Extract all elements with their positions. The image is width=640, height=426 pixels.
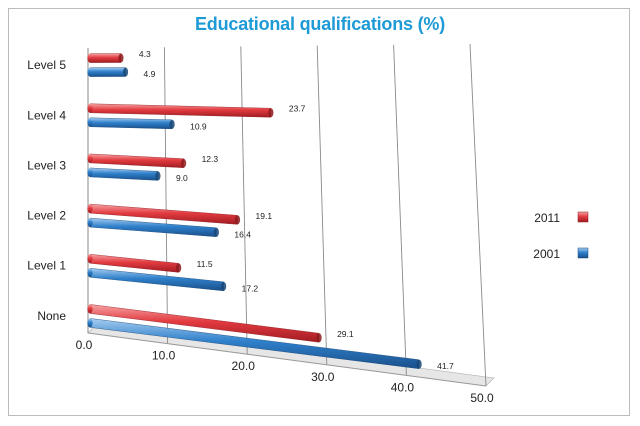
bar-cap bbox=[221, 281, 227, 291]
x-tick-label: 20.0 bbox=[232, 359, 256, 373]
legend-swatch bbox=[577, 211, 589, 223]
bar-cap bbox=[176, 263, 182, 273]
gridline bbox=[469, 43, 487, 387]
x-tick-label: 0.0 bbox=[76, 338, 93, 352]
gridline bbox=[240, 46, 248, 355]
bar-start bbox=[87, 204, 93, 214]
bar-start bbox=[87, 53, 93, 63]
bar-cap bbox=[169, 119, 175, 129]
bar-2011 bbox=[87, 153, 187, 168]
category-label: Level 1 bbox=[27, 259, 66, 273]
value-label: 9.0 bbox=[176, 173, 188, 183]
bar-start bbox=[87, 167, 93, 177]
value-label: 12.3 bbox=[202, 154, 219, 164]
bar-body bbox=[89, 153, 184, 168]
bar-cap bbox=[118, 53, 124, 63]
bar-2001 bbox=[87, 117, 175, 130]
category-label: Level 3 bbox=[27, 158, 66, 172]
x-axis-line bbox=[87, 332, 487, 387]
bar-2001 bbox=[87, 167, 161, 181]
legend-label: 2011 bbox=[534, 211, 560, 225]
bar-2011 bbox=[87, 53, 124, 63]
bar-body bbox=[89, 117, 173, 130]
x-tick-label: 50.0 bbox=[470, 391, 494, 405]
chart-title: Educational qualifications (%) bbox=[194, 14, 446, 34]
bar-2011 bbox=[87, 103, 274, 118]
bar-cap bbox=[122, 67, 129, 77]
bar-start bbox=[87, 67, 93, 77]
bar-start bbox=[87, 268, 93, 278]
bar-cap bbox=[268, 108, 274, 118]
value-label: 16.4 bbox=[234, 229, 251, 239]
bar-cap bbox=[213, 227, 219, 237]
bar-2011 bbox=[87, 254, 182, 273]
value-label: 17.2 bbox=[242, 283, 259, 293]
bar-2011 bbox=[87, 304, 322, 343]
value-label: 4.9 bbox=[144, 69, 156, 79]
x-tick-label: 40.0 bbox=[391, 380, 415, 394]
x-tick-label: 30.0 bbox=[311, 370, 335, 384]
bar-start bbox=[87, 117, 93, 127]
value-label: 11.5 bbox=[197, 259, 213, 269]
bar-2001 bbox=[87, 318, 422, 369]
value-label: 10.9 bbox=[190, 121, 207, 131]
bar-2011 bbox=[87, 203, 241, 225]
value-label: 19.1 bbox=[256, 211, 273, 221]
bar-start bbox=[87, 153, 93, 163]
bar-body bbox=[89, 103, 272, 118]
bar-start bbox=[87, 318, 93, 328]
bar-start bbox=[87, 304, 93, 314]
bar-cap bbox=[316, 333, 322, 343]
value-label: 29.1 bbox=[337, 329, 354, 339]
category-label: Level 5 bbox=[27, 58, 66, 72]
bar-2001 bbox=[87, 217, 219, 237]
gridline bbox=[393, 44, 407, 376]
category-label: Level 4 bbox=[27, 108, 66, 122]
bar-cap bbox=[416, 359, 422, 369]
value-label: 41.7 bbox=[437, 361, 454, 371]
legend-swatch bbox=[577, 247, 589, 259]
bar-cap bbox=[180, 158, 187, 168]
bar-start bbox=[87, 218, 93, 228]
bar-start bbox=[87, 254, 93, 264]
bar-2001 bbox=[87, 268, 227, 292]
category-label: None bbox=[37, 309, 66, 323]
legend-label: 2001 bbox=[533, 247, 560, 261]
x-tick-label: 10.0 bbox=[152, 349, 176, 363]
bar-2001 bbox=[87, 67, 129, 77]
bar-body bbox=[89, 268, 224, 292]
bar-body bbox=[89, 167, 159, 181]
bar-body bbox=[89, 53, 122, 63]
bar-cap bbox=[234, 215, 241, 225]
category-label: Level 2 bbox=[27, 209, 66, 223]
value-label: 4.3 bbox=[139, 49, 151, 59]
value-label: 23.7 bbox=[289, 104, 306, 114]
gridline bbox=[316, 45, 328, 365]
gridline bbox=[163, 47, 169, 344]
bar-cap bbox=[155, 171, 161, 181]
bar-body bbox=[89, 67, 126, 77]
bar-start bbox=[87, 103, 93, 113]
